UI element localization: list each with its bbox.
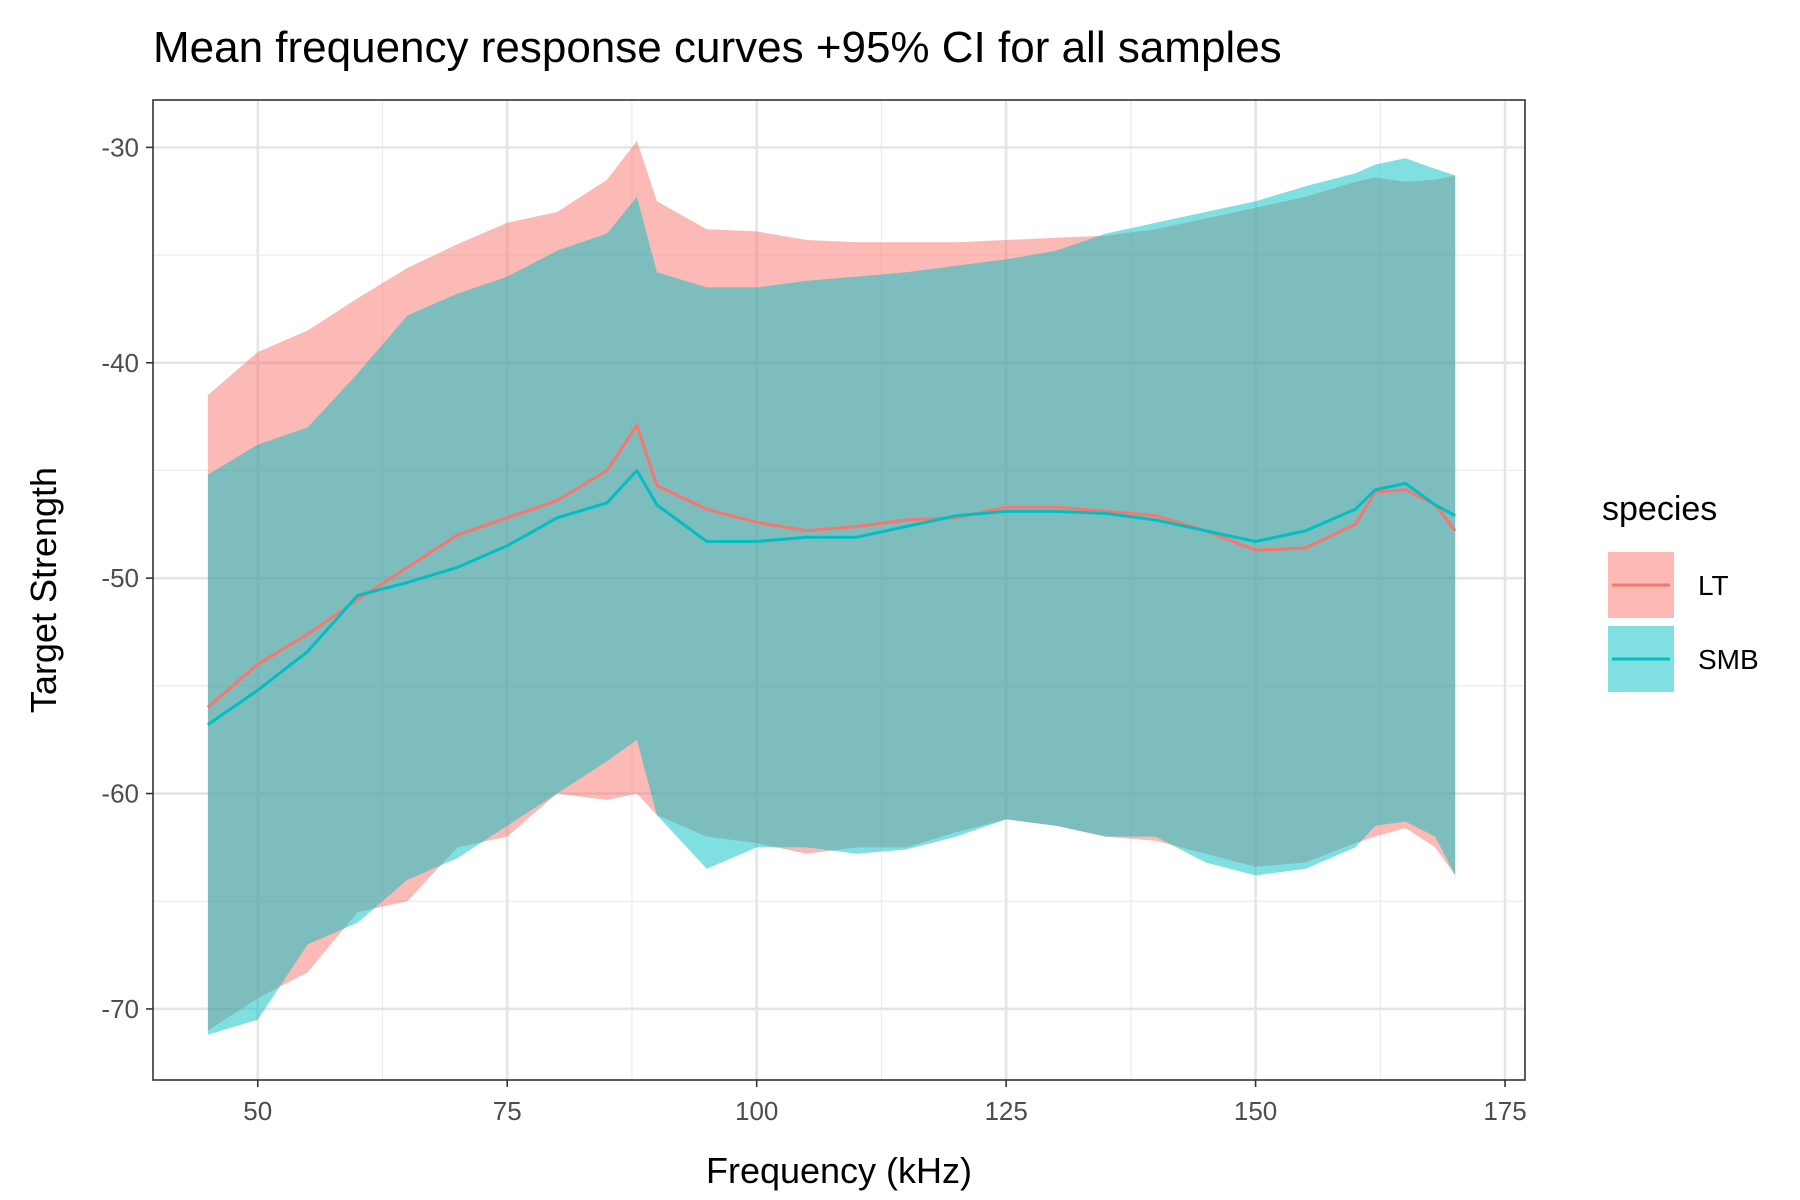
legend-label-lt: LT: [1698, 570, 1729, 601]
mean-line-lt: [206, 423, 1457, 709]
y-tick-label: -70: [101, 994, 139, 1024]
y-tick-label: -60: [101, 779, 139, 809]
plot-border: [152, 99, 1526, 1081]
mean-lines: [206, 423, 1457, 726]
y-tick-label: -30: [101, 132, 139, 162]
x-tick-label: 150: [1234, 1096, 1277, 1126]
x-axis-title: Frequency (kHz): [706, 1150, 972, 1191]
ci-bands: [207, 140, 1456, 1035]
x-tick-label: 75: [493, 1096, 522, 1126]
y-tick-label: -50: [101, 563, 139, 593]
legend: species LT SMB: [1602, 490, 1759, 692]
y-axis: -30 -40 -50 -60 -70: [101, 132, 153, 1024]
mean-line-smb: [207, 469, 1456, 726]
y-tick-label: -40: [101, 348, 139, 378]
legend-label-smb: SMB: [1698, 644, 1759, 675]
x-tick-label: 100: [735, 1096, 778, 1126]
ci-band-smb: [207, 158, 1456, 1035]
x-tick-label: 175: [1483, 1096, 1526, 1126]
x-tick-label: 50: [243, 1096, 272, 1126]
chart-title: Mean frequency response curves +95% CI f…: [153, 23, 1282, 72]
x-tick-label: 125: [984, 1096, 1027, 1126]
y-axis-title: Target Strength: [23, 467, 64, 713]
x-axis: 50 75 100 125 150 175: [243, 1080, 1527, 1126]
legend-title: species: [1602, 490, 1717, 528]
